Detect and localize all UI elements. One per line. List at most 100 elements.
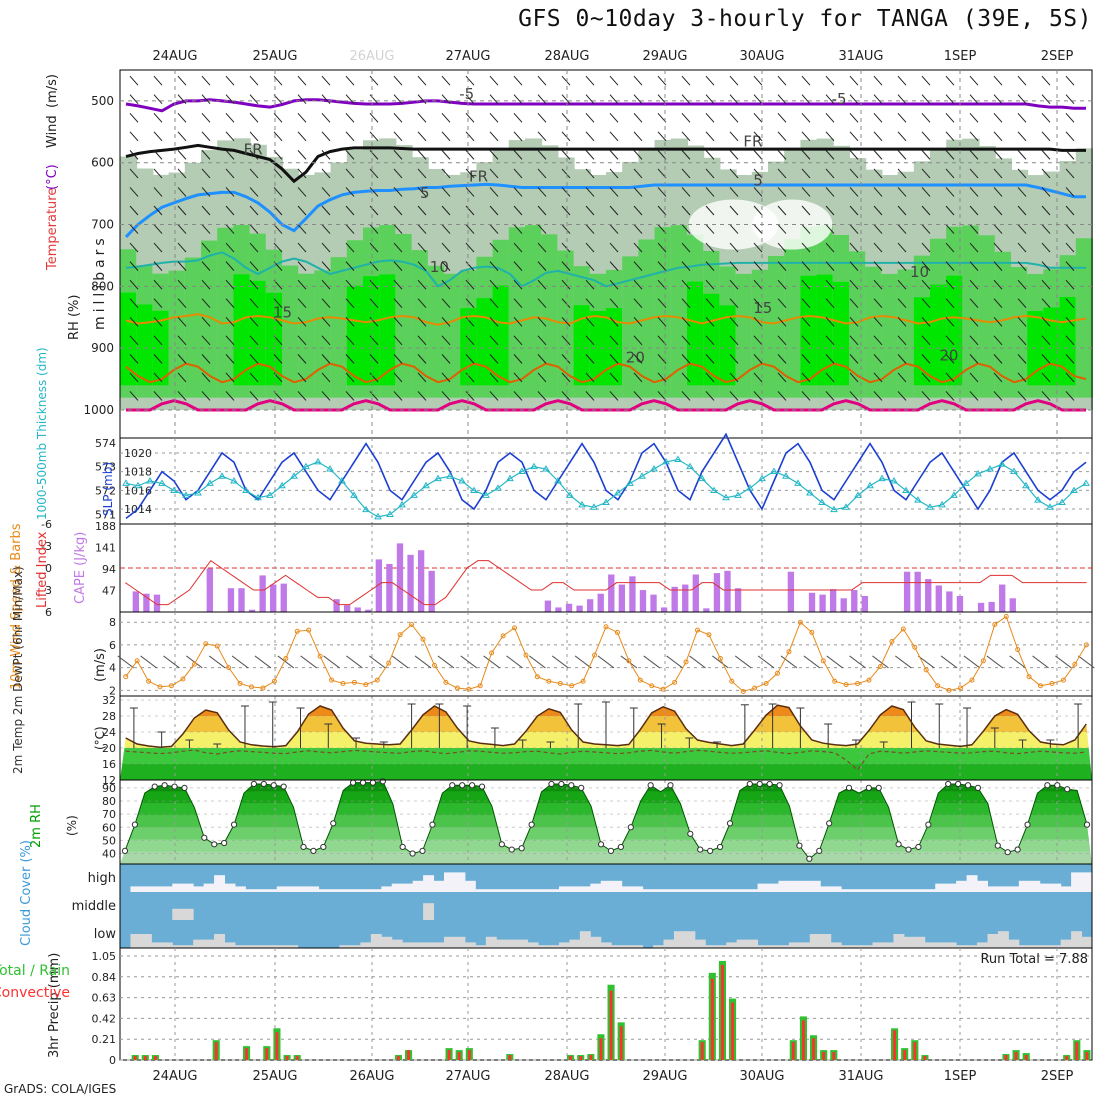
- wind-barb: [585, 261, 595, 271]
- thickness-point: [638, 472, 646, 479]
- wind-barb: [537, 131, 547, 142]
- thickness-point: [878, 474, 886, 482]
- wind-barb: [729, 187, 739, 197]
- wind-barb: [129, 335, 139, 346]
- wind-barb: [437, 655, 455, 669]
- wind-barb: [129, 316, 139, 327]
- wind-barb: [969, 187, 979, 197]
- wind-barb: [417, 354, 427, 364]
- wind-barb: [225, 298, 235, 309]
- thickness-point: [758, 474, 766, 482]
- wind-barb: [249, 316, 259, 327]
- precip-convective-bar: [599, 1038, 603, 1060]
- cloud-bar-high: [820, 886, 832, 892]
- cloud-bar-low: [621, 945, 633, 948]
- wind-barb: [753, 279, 763, 290]
- wind-barb: [825, 168, 835, 179]
- thickness-point: [482, 491, 490, 498]
- cloud-bar-low: [454, 936, 466, 948]
- wind-speed-point: [454, 685, 460, 691]
- isotherm-label: 5: [753, 172, 763, 190]
- wind-barb: [537, 168, 547, 179]
- cloud-bar-high: [642, 889, 654, 892]
- wind-barb: [993, 168, 1003, 179]
- cape-bar: [988, 601, 995, 612]
- wind-barb: [921, 224, 931, 234]
- wind-barb: [657, 298, 667, 309]
- wind-barb: [825, 205, 835, 216]
- wind-barb: [1017, 316, 1027, 327]
- cloud-bar-low: [381, 936, 393, 948]
- wind-barb: [969, 150, 979, 160]
- precip-convective-bar: [295, 1056, 299, 1060]
- wind-barb: [561, 205, 571, 216]
- pressure-tick-label: 700: [91, 218, 114, 232]
- wind-barb: [117, 655, 135, 669]
- rh-point: [756, 780, 763, 788]
- wind-barb: [345, 354, 355, 364]
- wind-barb: [705, 354, 715, 364]
- wind-speed-point: [512, 625, 518, 631]
- millibars-label: millibars: [92, 234, 108, 330]
- cloud-bar-high: [130, 886, 142, 892]
- rh-mid-cell: [557, 250, 575, 398]
- cloud-bar-high: [694, 889, 706, 892]
- wind-barb: [945, 316, 955, 327]
- wind-barb: [1017, 75, 1027, 86]
- wind-barb: [417, 335, 427, 346]
- wind-barb: [441, 242, 451, 253]
- wind-barb: [1017, 391, 1027, 401]
- rh-mid-cell: [881, 273, 899, 398]
- li-tick-label: 3: [45, 584, 52, 597]
- precip-legend-convective: Convective: [0, 985, 70, 1001]
- wind-barb: [369, 372, 379, 383]
- rh-dark-cell: [233, 274, 251, 386]
- wind-barb: [537, 224, 547, 234]
- wind-barb: [895, 655, 912, 669]
- wind-barb: [849, 205, 859, 216]
- isotherm-label: 5: [420, 184, 430, 202]
- cloud-bar-high: [966, 875, 978, 892]
- wind-barb: [825, 391, 835, 401]
- cloud-bar-high: [444, 872, 455, 892]
- wind-barb: [393, 168, 403, 179]
- rh-point: [508, 846, 515, 853]
- wind-barb: [777, 261, 787, 271]
- wind-barb: [969, 75, 979, 86]
- wind-barb: [513, 131, 523, 142]
- date-label-top: 28AUG: [544, 49, 589, 64]
- wind-barb: [897, 205, 907, 216]
- cape-bar: [396, 543, 404, 612]
- wind-barb: [777, 391, 787, 401]
- cloud-bar-high: [684, 889, 696, 892]
- cloud-bar-high: [287, 886, 299, 892]
- cloud-bar-low: [684, 931, 696, 948]
- wind-speed-point: [855, 681, 861, 687]
- slp-label: SLP (mb): [101, 462, 115, 516]
- wind-barb: [297, 205, 307, 216]
- wind-barb: [585, 187, 595, 197]
- wind-barb: [489, 298, 499, 309]
- wind-barb: [323, 655, 340, 669]
- wind-barb: [753, 261, 763, 271]
- wind-barb: [921, 335, 931, 346]
- cloud-bar-high: [673, 889, 685, 892]
- wind-barb: [849, 150, 859, 160]
- rh-point: [558, 780, 565, 788]
- temp-series-label: 2m Temp 2m DewPt (6hr Min/Max): [11, 566, 25, 774]
- cloud-bar-low: [193, 939, 205, 948]
- thickness-point: [506, 474, 514, 482]
- wind-speed-point: [877, 663, 883, 669]
- wind-barb: [201, 205, 211, 216]
- wind-barb: [537, 316, 547, 327]
- cape-bar: [650, 594, 657, 612]
- wind-barb: [657, 75, 667, 86]
- precip-convective-bar: [1014, 1052, 1018, 1060]
- thickness-point: [458, 477, 466, 484]
- wind-barb: [969, 131, 979, 142]
- cloud-bar-low: [548, 945, 560, 948]
- wind-barb: [993, 242, 1003, 253]
- wind-barb: [297, 187, 307, 197]
- cloud-bar-low: [182, 945, 194, 948]
- wind-barb: [465, 242, 475, 253]
